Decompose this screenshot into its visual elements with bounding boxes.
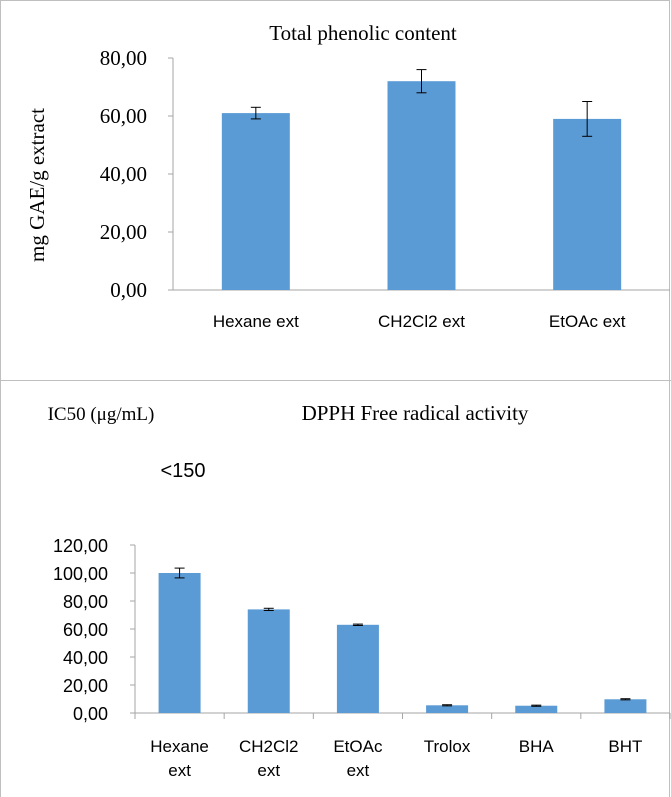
chart2-ylabel: IC50 (μg/mL) [48,404,155,425]
chart1-bar [221,113,290,290]
chart2-bar [247,609,290,713]
chart1-bar [387,81,456,290]
chart1-y-tick-label: 40,00 [100,162,147,186]
chart1-y-tick-label: 80,00 [100,46,147,70]
chart2-y-tick-label: 80,00 [63,592,108,612]
chart2-bar [336,624,379,713]
chart2-title: DPPH Free radical activity [302,401,529,425]
chart2-x-tick-label: Hexane ext [150,737,209,780]
chart2-y-tick-label: 100,00 [53,564,108,584]
chart2-y-tick-label: 60,00 [63,620,108,640]
chart1-y-tick-label: 0,00 [110,278,147,302]
chart1-bar [553,118,622,291]
chart2-x-tick-label: BHT [608,737,642,756]
chart2-y-tick-label: 40,00 [63,648,108,668]
chart2-bar [158,573,201,713]
chart2-annotation: <150 [160,460,205,482]
chart2-y-tick-label: 120,00 [53,536,108,556]
chart1-y-tick-label: 20,00 [100,220,147,244]
chart2-x-tick-label: BHA [519,737,555,756]
chart2-x-tick-label: Trolox [424,737,471,756]
chart2-bar [604,699,647,713]
chart2-bar [515,705,558,713]
panel-divider [0,380,671,381]
chart2-y-tick-label: 20,00 [63,676,108,696]
chart1-x-tick-label: CH2Cl2 ext [378,312,465,331]
chart1-x-tick-label: Hexane ext [213,312,299,331]
chart1-x-tick-label: EtOAc ext [549,312,626,331]
chart2-bar [426,705,469,713]
chart1-y-tick-label: 60,00 [100,104,147,128]
chart2-x-tick-label: CH2Cl2 ext [239,737,299,780]
chart2-y-tick-label: 0,00 [73,704,108,724]
chart2-x-tick-label: EtOAc ext [333,737,383,780]
chart1-ylabel: mg GAE/g extract [25,108,49,262]
chart1-title: Total phenolic content [269,21,457,45]
